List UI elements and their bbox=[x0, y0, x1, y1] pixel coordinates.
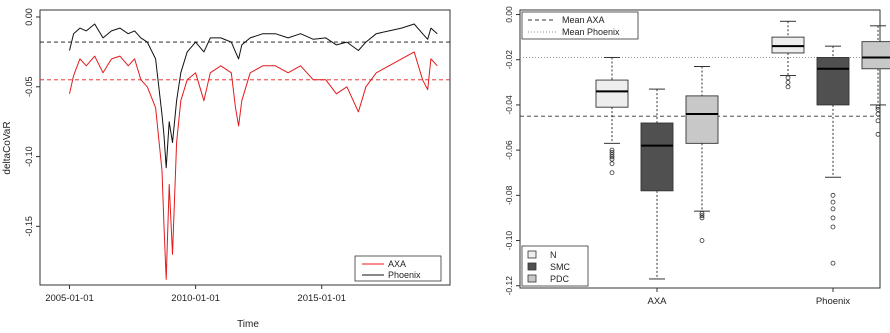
outlier-point bbox=[609, 154, 615, 160]
left-y-tick-label: -0.05 bbox=[24, 77, 34, 98]
box-phoenix-pdc bbox=[861, 25, 890, 137]
group-legend: N SMC PDC bbox=[521, 245, 589, 287]
left-y-tick-label: -0.15 bbox=[24, 216, 34, 237]
mean-legend: Mean AXA Mean Phoenix bbox=[521, 11, 639, 40]
right-x-tick-label: Phoenix bbox=[816, 296, 851, 307]
outlier-point bbox=[609, 170, 615, 176]
legend-axa-label: AXA bbox=[388, 259, 406, 269]
right-y-tick-label: -0.04 bbox=[504, 95, 514, 115]
box-body bbox=[861, 41, 890, 70]
group-pdc-swatch bbox=[527, 274, 537, 283]
outlier-point bbox=[830, 206, 836, 212]
outlier-point bbox=[875, 131, 881, 137]
outlier-point bbox=[609, 156, 615, 162]
box-phoenix-smc bbox=[816, 45, 850, 266]
mean-axa-label: Mean AXA bbox=[562, 15, 605, 25]
right-y-tick-label: -0.02 bbox=[504, 50, 514, 70]
outlier-point bbox=[875, 118, 881, 124]
left-y-tick-label: 0.00 bbox=[24, 8, 34, 26]
group-smc-label: SMC bbox=[550, 262, 571, 272]
box-body bbox=[595, 79, 629, 108]
group-smc-swatch bbox=[527, 262, 537, 271]
box-axa-pdc bbox=[685, 66, 719, 243]
mean-phoenix-label: Mean Phoenix bbox=[562, 27, 620, 37]
outlier-point bbox=[609, 161, 615, 167]
left-x-axis-label: Time bbox=[237, 319, 259, 330]
outlier-point bbox=[785, 75, 791, 81]
left-line-chart: 0.00 -0.05 -0.10 -0.15 2005-01-01 2010-01-01… bbox=[2, 8, 451, 330]
outlier-point bbox=[699, 211, 705, 216]
box-body bbox=[640, 122, 674, 192]
left-y-axis-label: deltaCoVaR bbox=[2, 121, 13, 174]
outlier-point bbox=[830, 224, 836, 230]
group-pdc-label: PDC bbox=[550, 274, 570, 284]
box-axa-n bbox=[595, 56, 629, 176]
box-body bbox=[771, 36, 805, 54]
box-phoenix-n bbox=[771, 20, 805, 90]
right-x-tick-label: AXA bbox=[647, 296, 667, 307]
outlier-point bbox=[875, 111, 881, 117]
outlier-point bbox=[875, 107, 881, 112]
right-box-chart: 0.00 -0.02 -0.04 -0.06 -0.08 -0.10 -0.12 AXA Ph… bbox=[504, 6, 890, 307]
box-axa-smc bbox=[640, 88, 674, 280]
outlier-point bbox=[785, 84, 791, 90]
left-legend: AXA Phoenix bbox=[354, 255, 442, 282]
box-body bbox=[816, 57, 850, 106]
left-plot-frame bbox=[39, 9, 451, 286]
outlier-point bbox=[830, 199, 836, 205]
outlier-point bbox=[830, 215, 836, 221]
legend-phoenix-label: Phoenix bbox=[388, 270, 421, 280]
series-line-phoenix bbox=[69, 23, 438, 169]
outlier-point bbox=[609, 149, 615, 155]
right-y-tick-label: 0.00 bbox=[504, 6, 514, 23]
left-y-tick-label: -0.10 bbox=[24, 146, 34, 167]
mean-legend-box bbox=[521, 11, 639, 40]
box-body bbox=[685, 95, 719, 144]
right-y-tick-label: -0.08 bbox=[504, 185, 514, 205]
right-y-tick-label: -0.12 bbox=[504, 276, 514, 296]
left-x-tick-label: 2010-01-01 bbox=[171, 293, 220, 304]
group-n-swatch bbox=[527, 250, 537, 259]
left-legend-box bbox=[354, 255, 442, 282]
outlier-point bbox=[699, 213, 705, 219]
outlier-point bbox=[699, 238, 705, 243]
outlier-point bbox=[609, 147, 615, 153]
series-line-axa bbox=[69, 51, 438, 280]
outlier-point bbox=[830, 260, 836, 266]
group-n-label: N bbox=[550, 250, 557, 260]
outlier-point bbox=[609, 152, 615, 158]
outlier-point bbox=[875, 104, 881, 110]
left-x-tick-label: 2015-01-01 bbox=[297, 293, 346, 304]
outlier-point bbox=[785, 79, 791, 85]
left-x-tick-label: 2005-01-01 bbox=[45, 293, 94, 304]
right-y-tick-label: -0.10 bbox=[504, 231, 514, 251]
outlier-point bbox=[699, 215, 705, 221]
right-plot-frame bbox=[519, 9, 881, 289]
outlier-point bbox=[830, 192, 836, 198]
right-y-tick-label: -0.06 bbox=[504, 140, 514, 160]
